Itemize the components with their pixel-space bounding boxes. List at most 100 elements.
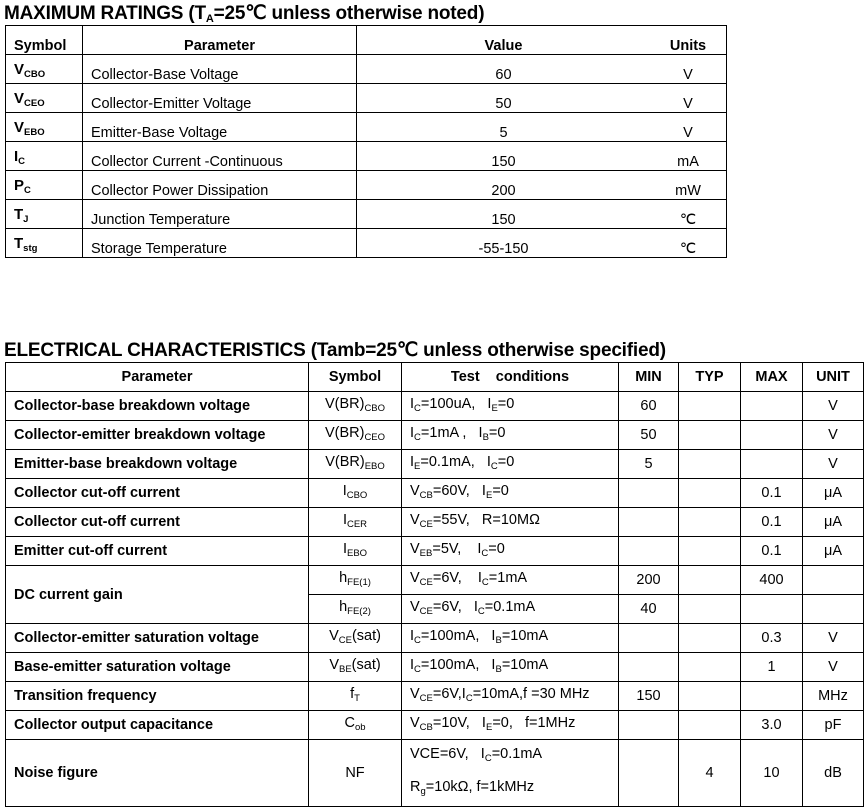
table-header: Symbol Parameter Value Units (5, 25, 727, 55)
unit: V (802, 420, 864, 450)
text: V (410, 569, 420, 586)
unit: V (802, 623, 864, 653)
subscript: CE (419, 605, 433, 617)
parameter: DC current gain (5, 565, 309, 624)
col-max: MAX (740, 362, 803, 392)
subscript: CBO (346, 489, 368, 501)
col-typ: TYP (678, 362, 741, 392)
condition-line: VEB=5V, IC=0 (410, 541, 610, 562)
subscript: FE(1) (347, 576, 371, 588)
table-row: Emitter-base breakdown voltage V(BR)EBO IE… (5, 449, 864, 479)
symbol: VCE(sat) (308, 623, 402, 653)
test-conditions: VCB=10V, IE=0, f=1MHz (401, 710, 619, 740)
max: 10 (740, 739, 803, 807)
text: C (344, 714, 355, 731)
subscript: B (495, 663, 502, 675)
symbol: Cob (308, 710, 402, 740)
symbol-main: I (14, 148, 19, 165)
min (618, 652, 679, 682)
parameter: Collector Current -Continuous (82, 141, 357, 171)
test-conditions: VEB=5V, IC=0 (401, 536, 619, 566)
test-conditions: IC=100mA, IB=10mA (401, 623, 619, 653)
text: =1mA , I (420, 424, 483, 441)
condition-line: VCE=6V, IC=0.1mA (410, 740, 610, 773)
table-row: PC Collector Power Dissipation 200 mW (5, 170, 727, 200)
value: 60 (356, 54, 650, 84)
parameter: Collector cut-off current (5, 478, 309, 508)
symbol-sub: C (18, 156, 26, 167)
table-row: TJ Junction Temperature 150 ℃ (5, 199, 727, 229)
text: I (410, 424, 415, 441)
symbol: fT (308, 681, 402, 711)
text: =0.1mA (491, 746, 543, 762)
condition-line: IC=100mA, IB=10mA (410, 657, 610, 678)
subscript: E (491, 402, 498, 414)
symbol: Tstg (5, 228, 83, 258)
test-conditions: IC=100mA, IB=10mA (401, 652, 619, 682)
text: =0.1mA (484, 598, 536, 615)
symbol: hFE(2) (308, 594, 402, 624)
text: =100mA, I (420, 656, 496, 673)
col-unit: UNIT (802, 362, 864, 392)
text: V(BR) (325, 453, 365, 470)
symbol-sub: J (23, 214, 29, 225)
text: =0 (497, 395, 515, 412)
title-text: MAXIMUM RATINGS (T (4, 3, 206, 24)
text: I (410, 453, 415, 470)
subscript: CE (419, 576, 433, 588)
unit: mW (650, 170, 727, 200)
max: 1 (740, 652, 803, 682)
symbol: NF (308, 739, 402, 807)
table-row: Collector output capacitance Cob VCB=10V, … (5, 710, 864, 740)
text: (sat) (351, 627, 381, 644)
table-row: Collector-emitter saturation voltage VCE(… (5, 623, 864, 653)
parameter: Collector-Base Voltage (82, 54, 357, 84)
parameter: Collector-emitter breakdown voltage (5, 420, 309, 450)
max: 0.1 (740, 478, 803, 508)
typ (678, 652, 741, 682)
text: =0.1mA, I (420, 453, 491, 470)
subscript: CE (338, 634, 352, 646)
parameter: Transition frequency (5, 681, 309, 711)
condition-line: IC=1mA , IB=0 (410, 425, 610, 446)
table-row: VCBO Collector-Base Voltage 60 V (5, 54, 727, 84)
parameter: Emitter-base breakdown voltage (5, 449, 309, 479)
symbol-main: T (14, 235, 24, 252)
text: h (339, 598, 348, 615)
test-conditions: IE=0.1mA, IC=0 (401, 449, 619, 479)
unit: MHz (802, 681, 864, 711)
parameter: Base-emitter saturation voltage (5, 652, 309, 682)
min: 200 (618, 565, 679, 595)
min: 40 (618, 594, 679, 624)
value: 150 (356, 141, 650, 171)
max: 400 (740, 565, 803, 595)
parameter: Emitter-Base Voltage (82, 112, 357, 142)
min: 60 (618, 391, 679, 421)
symbol: V(BR)EBO (308, 449, 402, 479)
table-row: VCEO Collector-Emitter Voltage 50 V (5, 83, 727, 113)
text: =100mA, I (420, 627, 496, 644)
symbol-main: V (14, 61, 25, 78)
subscript: C (414, 431, 421, 443)
typ (678, 449, 741, 479)
typ (678, 623, 741, 653)
table-row: Tstg Storage Temperature -55-150 ℃ (5, 228, 727, 258)
parameter: Emitter cut-off current (5, 536, 309, 566)
subscript: C (414, 663, 421, 675)
text: V(BR) (324, 424, 365, 441)
col-symbol: Symbol (5, 25, 83, 55)
text: V (410, 685, 420, 702)
typ (678, 478, 741, 508)
table-row: Noise figure NF VCE=6V, IC=0.1mA Rg=10kΩ, f… (5, 739, 864, 807)
table-row: Collector cut-off current ICER VCE=55V, R=… (5, 507, 864, 537)
electrical-table: Parameter Symbol Test conditions MIN TYP… (5, 362, 864, 807)
text: V (329, 656, 339, 673)
unit: V (802, 449, 864, 479)
subscript: CEO (364, 431, 386, 443)
min (618, 739, 679, 807)
col-units: Units (650, 25, 727, 55)
typ: 4 (678, 739, 741, 807)
test-conditions: VCE=6V, IC=0.1mA (401, 594, 619, 624)
table-row: Transition frequency fT VCE=6V,IC=10mA,f =… (5, 681, 864, 711)
min (618, 710, 679, 740)
